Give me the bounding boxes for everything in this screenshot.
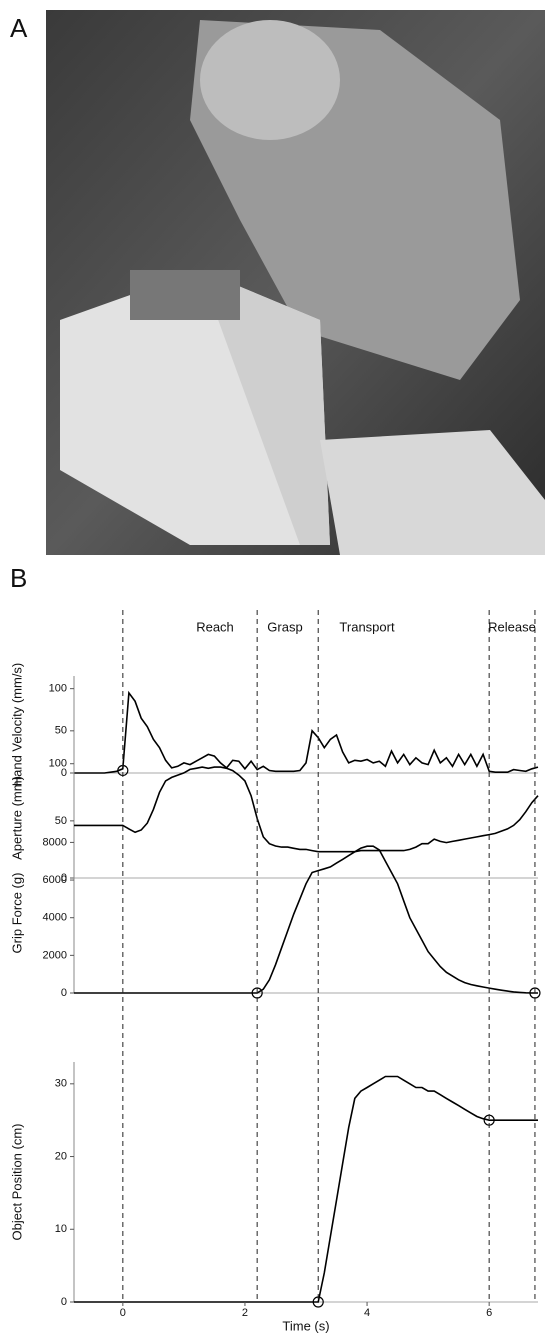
y-axis-label: Grip Force (g) — [9, 873, 24, 954]
data-line — [74, 693, 538, 773]
phase-label: Grasp — [267, 619, 302, 634]
x-tick-label: 2 — [242, 1307, 248, 1319]
y-tick-label: 0 — [61, 987, 67, 999]
x-tick-label: 0 — [120, 1307, 126, 1319]
x-tick-label: 4 — [364, 1307, 370, 1319]
y-tick-label: 30 — [55, 1078, 67, 1090]
y-axis-label: Aperture (mm) — [9, 776, 24, 860]
y-tick-label: 100 — [49, 758, 67, 770]
y-tick-label: 20 — [55, 1150, 67, 1162]
page: A B 050100Hand Velocity (mm/s)050100Aper… — [0, 0, 545, 1334]
phase-label: Reach — [196, 619, 234, 634]
y-axis-label: Hand Velocity (mm/s) — [9, 663, 24, 787]
data-line — [74, 767, 538, 852]
x-tick-label: 6 — [486, 1307, 492, 1319]
figure: A B 050100Hand Velocity (mm/s)050100Aper… — [0, 0, 545, 1334]
phase-label: Release — [488, 619, 536, 634]
data-line — [74, 1077, 538, 1303]
panel-label: B — [10, 563, 27, 593]
y-tick-label: 8000 — [43, 836, 67, 848]
x-axis-label: Time (s) — [282, 1318, 329, 1333]
y-tick-label: 10 — [55, 1223, 67, 1235]
y-tick-label: 4000 — [43, 912, 67, 924]
panel-label: A — [10, 13, 28, 43]
data-line — [74, 846, 538, 993]
y-tick-label: 2000 — [43, 949, 67, 961]
phase-label: Transport — [339, 619, 395, 634]
y-axis-label: Object Position (cm) — [9, 1123, 24, 1240]
y-tick-label: 6000 — [43, 874, 67, 886]
y-tick-label: 100 — [49, 683, 67, 695]
y-tick-label: 0 — [61, 1296, 67, 1308]
y-tick-label: 50 — [55, 725, 67, 737]
photo — [46, 10, 545, 555]
y-tick-label: 50 — [55, 815, 67, 827]
